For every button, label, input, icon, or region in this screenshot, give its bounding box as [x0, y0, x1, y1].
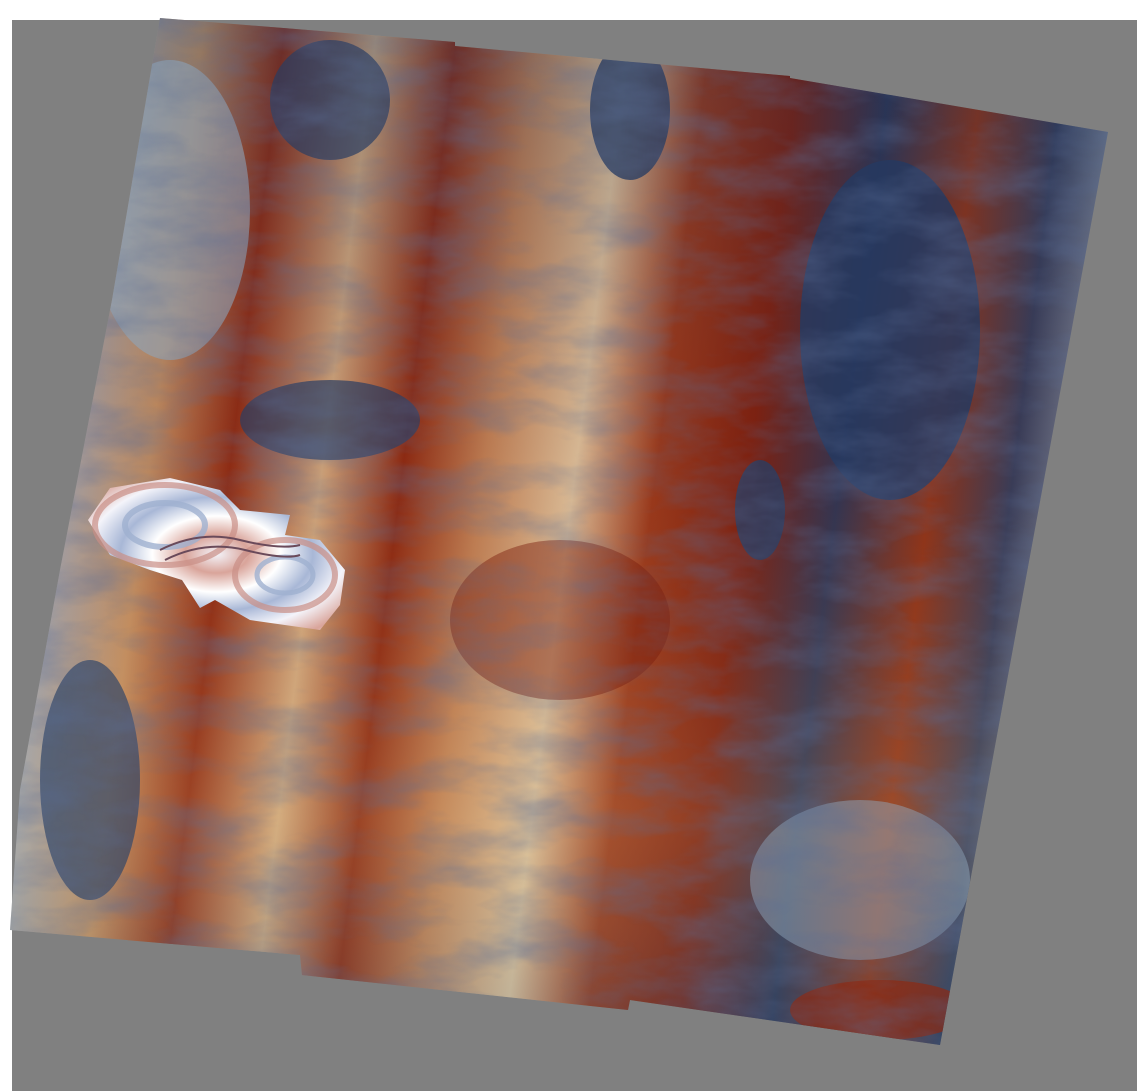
interferogram-view	[0, 0, 1137, 1091]
page	[0, 0, 1137, 1091]
